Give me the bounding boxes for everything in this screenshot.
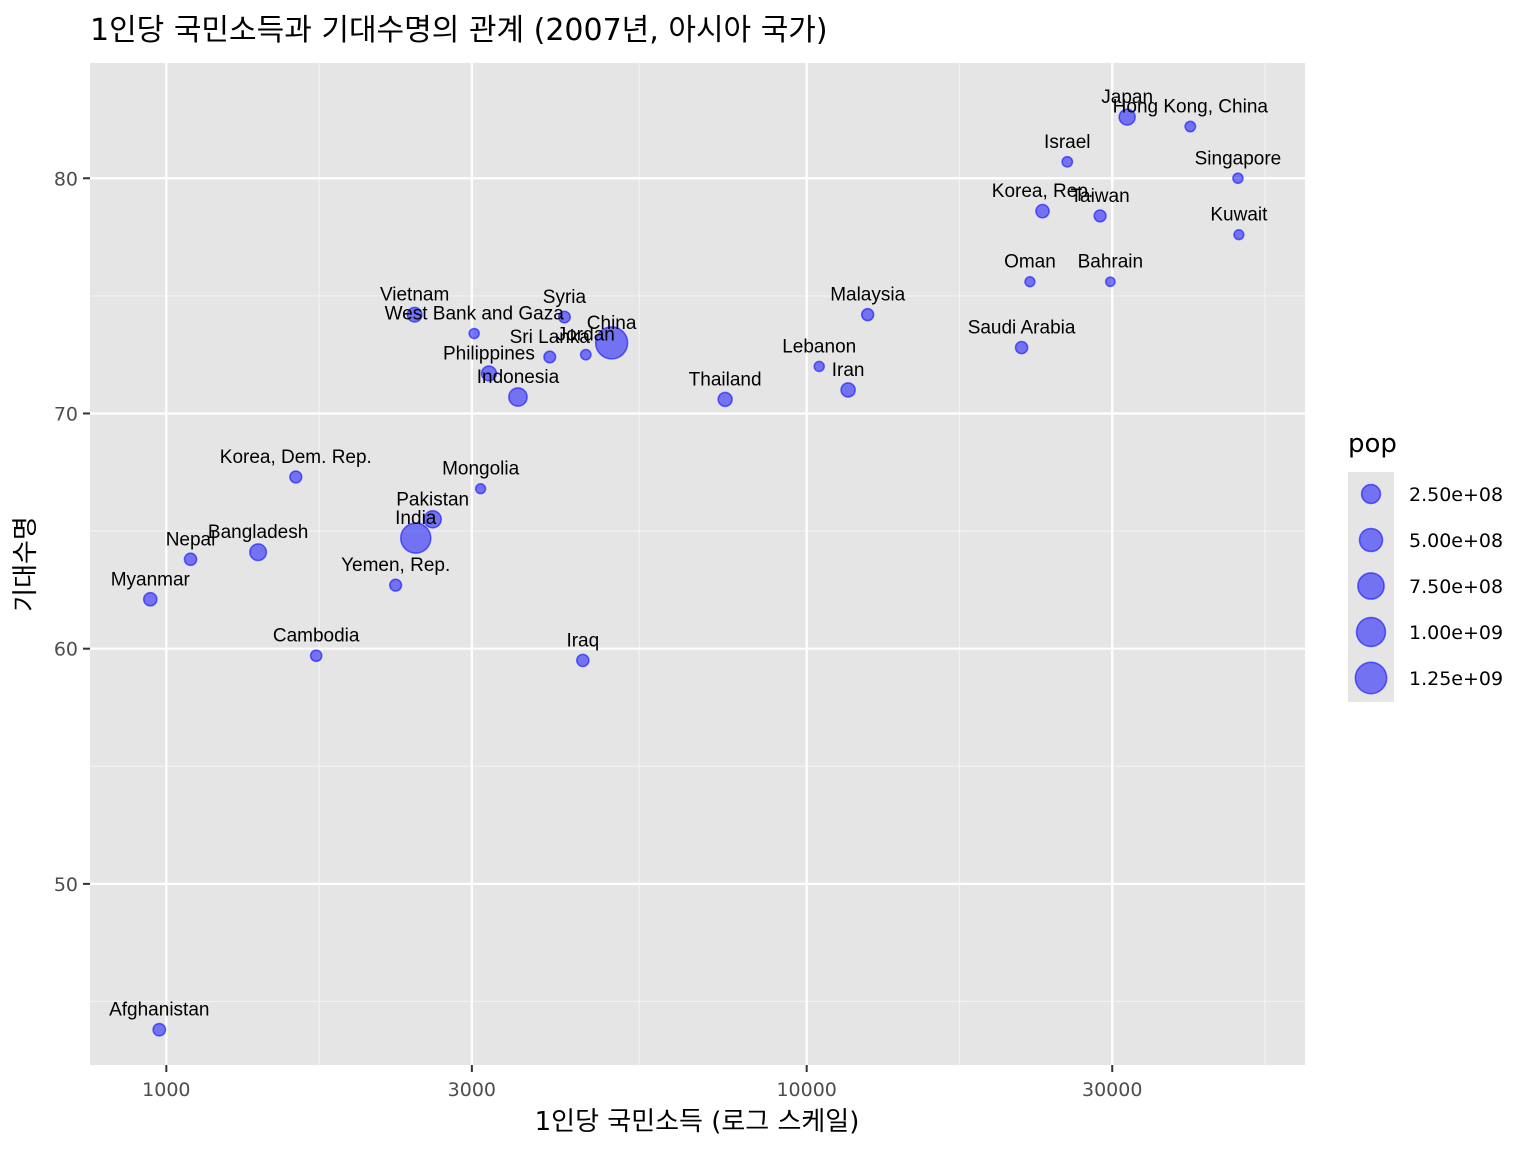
data-point-labels: Afghanistan Bahrain Bangladesh Cambodia Chin… [109,87,1281,1021]
data-point [575,653,590,668]
data-point [289,470,303,484]
data-point-label: Taiwan [1071,186,1130,207]
data-point [1118,108,1136,126]
legend-title: pop [1348,429,1397,459]
data-point-label: Afghanistan [109,1000,209,1021]
data-point-label: Syria [543,287,587,308]
data-point [1093,209,1107,223]
data-point [389,578,403,592]
data-point [406,306,423,323]
x-axis-title: 1인당 국민소득 (로그 스케일) [535,1107,860,1137]
data-point-label: Israel [1044,132,1090,153]
data-point-label: Iran [832,360,865,381]
data-point-label: Bangladesh [208,522,308,543]
data-point-label: Saudi Arabia [968,318,1076,339]
data-point-label: Oman [1004,252,1056,273]
data-point [543,350,557,364]
legend-key-circle [1360,483,1382,505]
legend-items: 2.50e+08 5.00e+08 7.50e+08 1.00e+09 1.25e+09 [1354,483,1503,695]
data-point [813,360,826,373]
data-point-label: Japan [1101,87,1153,108]
data-point-label: Singapore [1195,148,1282,169]
data-point-label: Thailand [689,369,762,390]
data-point-label: Sri Lanka [510,327,591,348]
data-point-label: Philippines [443,343,535,364]
data-points [142,108,1245,1037]
legend-key-circle [1355,616,1387,648]
data-point [1061,155,1074,168]
minor-gridlines [90,63,1305,1065]
data-point-label: Myanmar [111,569,191,590]
data-point-label: Hong Kong, China [1113,97,1269,118]
data-point [309,649,323,663]
data-point [860,307,875,322]
data-point [579,348,592,361]
legend-label: 1.25e+09 [1409,668,1503,690]
data-point [480,365,498,382]
data-point-label: Indonesia [477,367,560,388]
data-point-label: India [395,508,437,529]
legend-label: 5.00e+08 [1409,530,1503,552]
x-tick-label: 1000 [142,1079,190,1101]
data-point [1014,340,1029,355]
y-axis-title: 기대수명 [11,516,41,612]
data-point-label: Cambodia [273,626,360,647]
x-tick-label: 10000 [776,1079,836,1101]
data-point [1184,120,1197,133]
data-point [1232,172,1244,185]
chart-title: 1인당 국민소득과 기대수명의 관계 (2007년, 아시아 국가) [90,13,828,48]
data-point [399,522,432,554]
data-point [557,310,571,324]
data-point [840,382,856,398]
size-legend: pop 2.50e+08 5.00e+08 7.50e+08 1.00e+09 1.25… [1348,429,1503,702]
plot-panel [90,63,1305,1065]
legend-key-circle [1357,572,1385,600]
legend-key-circle [1354,661,1388,695]
data-point [1233,229,1245,241]
legend-label: 7.50e+08 [1409,576,1503,598]
data-point-label: Bahrain [1078,252,1144,273]
data-point-label: Pakistan [396,489,469,510]
data-point [1035,203,1050,219]
legend-label: 1.00e+09 [1409,622,1503,644]
data-point-label: Jordan [557,325,615,346]
y-tick-label: 60 [54,639,78,661]
data-point-label: Vietnam [380,285,449,306]
x-tick-label: 30000 [1082,1079,1142,1101]
data-point [717,391,733,408]
data-point [423,510,443,529]
data-point-label: Korea, Rep. [992,181,1093,202]
data-point [474,483,487,495]
y-tick-label: 50 [54,874,78,896]
data-point-label: China [587,313,637,334]
y-axis-ticks: 50 60 70 80 [54,168,90,896]
data-point [508,387,528,407]
data-point-label: Lebanon [782,336,856,357]
major-gridlines [90,63,1305,1065]
data-point-label: Malaysia [830,285,905,306]
data-point [183,552,198,567]
x-tick-label: 3000 [448,1079,496,1101]
data-point-label: Nepal [166,529,216,550]
data-point [152,1022,167,1037]
x-axis-ticks: 1000 3000 10000 30000 [142,1065,1142,1101]
legend-label: 2.50e+08 [1409,484,1503,506]
data-point [249,543,268,562]
data-point-label: Korea, Dem. Rep. [220,447,372,468]
y-tick-label: 70 [54,403,78,425]
data-point [594,326,629,360]
y-tick-label: 80 [54,168,78,190]
data-point-label: West Bank and Gaza [385,303,565,324]
data-point [468,327,480,340]
data-point-label: Iraq [566,630,599,651]
data-point [142,591,158,607]
data-point-label: Mongolia [442,459,520,480]
data-point-label: Yemen, Rep. [341,555,450,576]
data-point-label: Kuwait [1210,205,1268,226]
legend-key-circle [1358,527,1384,553]
data-point [1024,276,1036,288]
data-point [1104,276,1116,288]
